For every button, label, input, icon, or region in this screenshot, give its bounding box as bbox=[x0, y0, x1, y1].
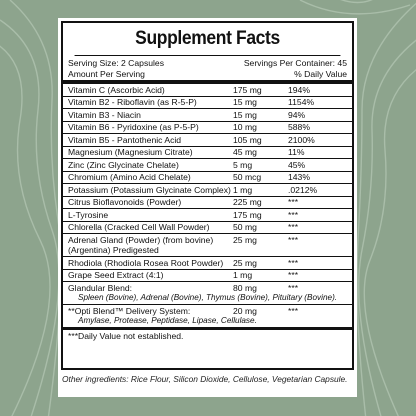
nutrient-amount: 45 mg bbox=[233, 147, 257, 157]
nutrient-dv: 143% bbox=[288, 172, 310, 182]
nutrient-amount: 1 mg bbox=[233, 270, 253, 280]
nutrient-dv: *** bbox=[288, 257, 299, 268]
nutrient-dv: *** bbox=[288, 270, 299, 280]
glandular-blend-row: Glandular Blend: 80 mg *** Spleen (Bovin… bbox=[63, 282, 352, 305]
nutrient-row: Chromium (Amino Acid Chelate) 50 mcg 143% bbox=[63, 172, 352, 184]
nutrient-dv: 94% bbox=[288, 109, 306, 120]
nutrient-dv: 2100% bbox=[288, 134, 315, 145]
nutrient-name: Magnesium (Magnesium Citrate) bbox=[68, 147, 193, 157]
nutrient-name: L-Tyrosine bbox=[68, 209, 109, 220]
amount-per-serving: Amount Per Serving bbox=[68, 68, 145, 79]
nutrient-dv: *** bbox=[288, 197, 299, 207]
servings-per-container: Servings Per Container: 45 bbox=[243, 58, 347, 68]
nutrient-dv: *** bbox=[288, 209, 299, 220]
supplement-facts-box: Supplement Facts Serving Size: 2 Capsule… bbox=[61, 21, 354, 370]
nutrient-name: Vitamin B5 - Pantothenic Acid bbox=[68, 134, 182, 145]
nutrient-amount: 175 mg bbox=[233, 209, 262, 220]
nutrient-amount: 1 mg bbox=[233, 184, 253, 195]
nutrient-amount: 10 mg bbox=[233, 122, 257, 132]
nutrient-name: Adrenal Gland (Powder) (from bovine) (Ar… bbox=[68, 234, 214, 256]
nutrient-dv: 194% bbox=[288, 84, 310, 95]
glandular-blend-detail: Spleen (Bovine), Adrenal (Bovine), Thymu… bbox=[78, 293, 338, 302]
optiblend-detail: Amylase, Protease, Peptidase, Lipase, Ce… bbox=[78, 316, 257, 325]
nutrient-amount: 105 mg bbox=[233, 134, 262, 145]
nutrient-dv: 45% bbox=[288, 159, 306, 170]
nutrient-row: Potassium (Potassium Glycinate Complex) 1… bbox=[63, 184, 352, 197]
nutrient-amount: 5 mg bbox=[233, 159, 253, 170]
nutrient-name: Vitamin B6 - Pyridoxine (as P-5-P) bbox=[68, 122, 199, 132]
nutrient-dv: *** bbox=[288, 282, 299, 293]
nutrient-name: Potassium (Potassium Glycinate Complex) bbox=[68, 184, 231, 195]
nutrient-amount: 25 mg bbox=[233, 234, 257, 245]
nutrient-amount: 225 mg bbox=[233, 197, 262, 207]
nutrient-dv: .0212% bbox=[288, 184, 318, 195]
nutrient-amount: 15 mg bbox=[233, 109, 257, 120]
supplement-facts-title: Supplement Facts bbox=[74, 23, 341, 56]
nutrient-name: Zinc (Zinc Glycinate Chelate) bbox=[68, 159, 179, 170]
other-ingredients: Other ingredients: Rice Flour, Silicon D… bbox=[62, 374, 348, 384]
nutrient-row: L-Tyrosine 175 mg *** bbox=[63, 209, 352, 222]
nutrient-row: Rhodiola (Rhodiola Rosea Root Powder) 25 … bbox=[63, 257, 352, 270]
nutrient-name: Grape Seed Extract (4:1) bbox=[68, 270, 164, 280]
nutrient-row: Magnesium (Magnesium Citrate) 45 mg 11% bbox=[63, 147, 352, 159]
thick-divider bbox=[63, 80, 352, 84]
nutrient-row: Vitamin B5 - Pantothenic Acid 105 mg 2100% bbox=[63, 134, 352, 147]
nutrient-dv: 588% bbox=[288, 122, 310, 132]
nutrient-amount: 15 mg bbox=[233, 97, 257, 107]
nutrient-dv: *** bbox=[288, 234, 299, 245]
nutrient-dv: 1154% bbox=[288, 97, 315, 107]
nutrient-dv: 11% bbox=[288, 147, 305, 157]
nutrient-name: Chlorella (Cracked Cell Wall Powder) bbox=[68, 222, 210, 232]
nutrient-amount: 175 mg bbox=[233, 84, 262, 95]
nutrient-amount: 20 mg bbox=[233, 305, 257, 316]
nutrient-row: Vitamin B3 - Niacin 15 mg 94% bbox=[63, 109, 352, 122]
optiblend-row: **Opti Blend™ Delivery System: 20 mg ***… bbox=[63, 305, 352, 330]
daily-value-footnote: ***Daily Value not established. bbox=[68, 331, 184, 341]
nutrient-amount: 50 mcg bbox=[233, 172, 262, 182]
nutrient-name: Vitamin C (Ascorbic Acid) bbox=[68, 84, 165, 95]
nutrient-dv: *** bbox=[288, 222, 299, 232]
nutrient-amount: 25 mg bbox=[233, 257, 257, 268]
nutrient-dv: *** bbox=[288, 305, 299, 316]
supplement-label-panel: Supplement Facts Serving Size: 2 Capsule… bbox=[58, 18, 357, 397]
nutrient-row: Chlorella (Cracked Cell Wall Powder) 50 m… bbox=[63, 222, 352, 234]
nutrient-name: Rhodiola (Rhodiola Rosea Root Powder) bbox=[68, 257, 224, 268]
serving-info: Serving Size: 2 Capsules Servings Per Co… bbox=[68, 56, 347, 79]
nutrient-name: Citrus Bioflavonoids (Powder) bbox=[68, 197, 182, 207]
nutrient-row: Zinc (Zinc Glycinate Chelate) 5 mg 45% bbox=[63, 159, 352, 172]
nutrient-row: Vitamin C (Ascorbic Acid) 175 mg 194% bbox=[63, 84, 352, 97]
nutrient-row: Vitamin B2 - Riboflavin (as R-5-P) 15 mg 1… bbox=[63, 97, 352, 109]
daily-value-header: % Daily Value bbox=[294, 68, 347, 79]
nutrient-row: Adrenal Gland (Powder) (from bovine) (Ar… bbox=[63, 234, 352, 257]
nutrient-row: Grape Seed Extract (4:1) 1 mg *** bbox=[63, 270, 352, 282]
nutrient-name: **Opti Blend™ Delivery System: bbox=[68, 305, 191, 316]
nutrient-name: Vitamin B3 - Niacin bbox=[68, 109, 141, 120]
nutrient-name: Vitamin B2 - Riboflavin (as R-5-P) bbox=[68, 97, 197, 107]
nutrient-name: Glandular Blend: bbox=[68, 282, 133, 293]
nutrient-row: Vitamin B6 - Pyridoxine (as P-5-P) 10 mg 5… bbox=[63, 122, 352, 134]
serving-size: Serving Size: 2 Capsules bbox=[68, 58, 165, 68]
nutrient-name: Chromium (Amino Acid Chelate) bbox=[68, 172, 191, 182]
nutrient-rows: Vitamin C (Ascorbic Acid) 175 mg 194% Vitam… bbox=[63, 84, 352, 282]
nutrient-amount: 80 mg bbox=[233, 282, 257, 293]
nutrient-row: Citrus Bioflavonoids (Powder) 225 mg *** bbox=[63, 197, 352, 209]
nutrient-amount: 50 mg bbox=[233, 222, 257, 232]
